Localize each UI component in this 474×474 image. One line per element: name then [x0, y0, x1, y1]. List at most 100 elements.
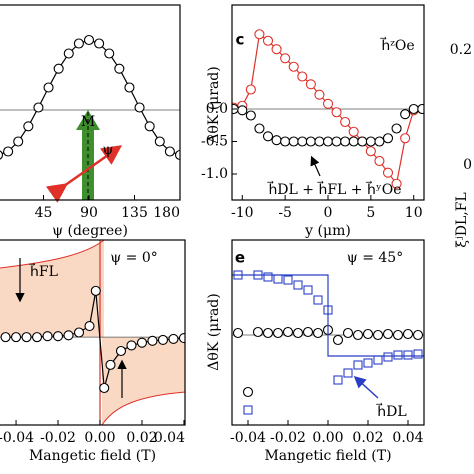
y-tick-label: 0.2: [450, 42, 472, 58]
data-point: [283, 275, 293, 285]
data-point: [374, 136, 385, 147]
data-point: [353, 360, 363, 370]
data-point: [134, 102, 145, 113]
data-point: [13, 136, 24, 147]
x-tick-label: 0.00: [312, 430, 343, 446]
data-point: [282, 326, 294, 338]
data-point: [245, 84, 256, 95]
data-point: [297, 136, 308, 147]
data-point: [314, 89, 325, 100]
x-tick-label: 5: [366, 205, 375, 221]
data-point: [271, 135, 282, 146]
data-point: [408, 103, 419, 115]
data-point: [357, 136, 368, 147]
annotation: h⃗ᶻOe: [380, 36, 415, 54]
data-point: [10, 332, 22, 343]
data-point: [168, 333, 179, 345]
x-tick-label: 0.04: [154, 430, 185, 446]
data-point: [322, 98, 334, 109]
data-point: [174, 149, 180, 161]
data-point: [90, 285, 101, 296]
data-point: [303, 285, 313, 295]
x-tick-label: 45: [35, 205, 53, 221]
data-point: [42, 331, 53, 342]
data-point: [232, 327, 244, 339]
data-point: [292, 327, 304, 339]
data-point: [365, 136, 376, 147]
x-tick-label: -0.02: [270, 430, 306, 446]
x-axis-label: Mangetic field (T): [264, 448, 391, 464]
data-point: [242, 386, 254, 398]
data-point: [342, 327, 354, 339]
data-point: [83, 34, 95, 46]
annotation: c: [236, 31, 245, 49]
data-point: [262, 35, 274, 46]
panel: -10 -5 0 5 10 -1.0 -0.5 0.0 y (μm) ΔθK (μrad) c h⃗ᶻ…: [201, 4, 425, 239]
axes-frame: [0, 239, 186, 426]
data-point: [164, 146, 175, 157]
data-point: [393, 350, 403, 360]
annotation: h⃗DL + h⃗FL + h⃗ʸOe: [267, 180, 402, 198]
data-point: [272, 327, 284, 339]
data-point: [245, 110, 256, 121]
annotation: h⃗DL: [376, 402, 407, 420]
x-tick-label: 90: [80, 205, 98, 221]
y-tick-label: -1.0: [201, 166, 228, 182]
data-point: [21, 332, 32, 343]
data-point: [412, 329, 424, 341]
data-point: [382, 133, 394, 144]
data-point: [126, 340, 137, 351]
data-point: [23, 121, 34, 132]
data-point: [73, 327, 85, 338]
data-point: [340, 116, 351, 128]
data-point: [313, 295, 323, 305]
annotation: ψ: [103, 142, 114, 158]
data-point: [302, 326, 314, 338]
data-point: [84, 320, 95, 332]
data-point: [63, 48, 74, 59]
data-point: [94, 38, 105, 49]
x-tick-label: 0.04: [392, 430, 423, 446]
data-point: [31, 332, 43, 343]
data-point: [63, 330, 74, 341]
data-point: [305, 79, 316, 90]
x-axis-label: ψ (degree): [52, 223, 128, 239]
data-point: [243, 405, 253, 415]
x-tick-label: -0.04: [230, 430, 266, 446]
data-point: [297, 71, 308, 82]
data-point: [331, 136, 342, 147]
x-axis-label: y (μm): [304, 223, 351, 239]
data-point: [322, 136, 334, 147]
data-point: [254, 29, 265, 40]
data-point: [53, 63, 64, 74]
plot-area: [232, 270, 424, 415]
x-tick-label: 180: [153, 205, 180, 221]
plot-area: [0, 240, 185, 425]
data-point: [352, 329, 364, 341]
data-point: [157, 334, 169, 345]
data-point: [382, 167, 394, 178]
data-point: [154, 136, 165, 147]
data-point: [332, 334, 344, 346]
data-point: [383, 352, 393, 362]
x-axis-label: Mangetic field (T): [29, 448, 156, 464]
data-point: [99, 382, 110, 394]
data-point: [114, 63, 125, 74]
data-point: [105, 359, 116, 370]
data-point: [178, 333, 185, 344]
data-point: [365, 146, 376, 157]
panel: 45 90 135 180 ψ (degree) Mψ: [0, 4, 181, 239]
data-point: [262, 327, 274, 339]
data-point: [392, 329, 404, 341]
x-tick-label: 0.00: [84, 430, 115, 446]
x-tick-label: -0.02: [40, 430, 76, 446]
data-point: [402, 328, 414, 340]
data-point: [33, 102, 44, 113]
data-point: [340, 136, 351, 147]
data-point: [288, 61, 299, 72]
data-point: [312, 327, 324, 339]
x-tick-label: 0: [324, 205, 333, 221]
data-point: [417, 103, 424, 115]
